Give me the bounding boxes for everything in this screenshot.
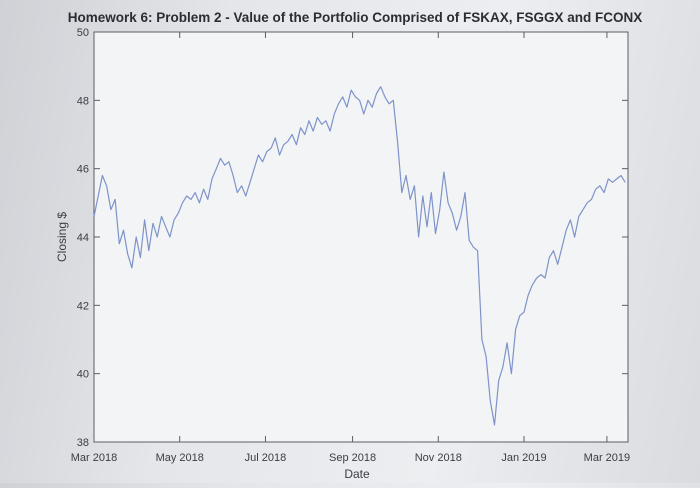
series-layer bbox=[93, 86, 626, 426]
series-line-0 bbox=[93, 86, 626, 426]
y-tick-label: 42 bbox=[77, 300, 89, 312]
y-tick-label: 44 bbox=[77, 232, 89, 244]
x-tick-label: Mar 2018 bbox=[71, 452, 117, 464]
y-axis: 38 40 42 44 46 48 50 bbox=[77, 27, 628, 449]
y-tick-label: 50 bbox=[77, 27, 89, 39]
x-tick-label: Jul 2018 bbox=[245, 452, 287, 464]
y-axis-label: Closing $ bbox=[55, 212, 69, 262]
y-tick-label: 40 bbox=[77, 369, 89, 381]
plot-area bbox=[93, 31, 629, 443]
y-tick-label: 46 bbox=[77, 164, 89, 176]
x-tick-label: Mar 2019 bbox=[584, 452, 630, 464]
chart-title: Homework 6: Problem 2 - Value of the Por… bbox=[68, 10, 643, 25]
x-tick-label: Nov 2018 bbox=[415, 452, 462, 464]
y-tick-label: 38 bbox=[77, 437, 89, 449]
x-tick-label: Sep 2018 bbox=[329, 452, 376, 464]
x-tick-label: Jan 2019 bbox=[501, 452, 546, 464]
x-tick-label: May 2018 bbox=[156, 452, 204, 464]
y-tick-label: 48 bbox=[77, 95, 89, 107]
x-axis-label: Date bbox=[344, 467, 370, 481]
x-axis: Mar 2018 May 2018 Jul 2018 Sep 2018 Nov 2018… bbox=[71, 32, 630, 464]
